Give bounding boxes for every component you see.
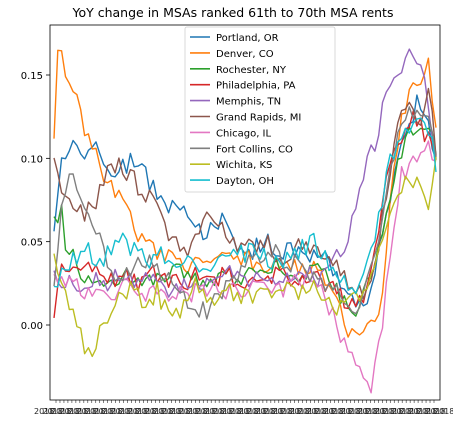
x-tick-label: 2018: [204, 407, 224, 416]
x-tick-label: 2018: [417, 407, 437, 416]
y-tick-label: 0.05: [21, 238, 43, 249]
x-tick-label: 2018: [340, 407, 360, 416]
x-tick-label: 2018: [111, 407, 131, 416]
x-tick-label: 2018: [128, 407, 148, 416]
x-tick-label: 2018: [289, 407, 309, 416]
legend-label: Memphis, TN: [216, 97, 281, 108]
x-tick-label: 2018: [357, 407, 377, 416]
x-tick-label: 2018: [383, 407, 403, 416]
series-line-dayton-oh: [53, 117, 437, 295]
x-tick-label: 2018: [119, 407, 139, 416]
x-tick-label: 2018: [179, 407, 199, 416]
x-tick-label: 2018: [230, 407, 250, 416]
series-line-chicago-il: [53, 140, 437, 394]
x-tick-label: 2018: [162, 407, 182, 416]
x-tick-label: 2018: [298, 407, 318, 416]
x-axis: 2018201820182018201820182018201820182018…: [34, 400, 453, 416]
legend-label: Denver, CO: [216, 49, 274, 60]
series-line-grand-rapids-mi: [53, 87, 437, 300]
chart-title: YoY change in MSAs ranked 61th to 70th M…: [72, 5, 394, 20]
x-tick-label: 2018: [434, 407, 453, 416]
x-tick-label: 2018: [272, 407, 292, 416]
x-tick-label: 2018: [51, 407, 71, 416]
legend-label: Chicago, IL: [216, 128, 271, 139]
x-tick-label: 2018: [374, 407, 394, 416]
x-tick-label: 2018: [425, 407, 445, 416]
legend-label: Dayton, OH: [216, 176, 274, 187]
series-line-fort-collins-co: [53, 106, 437, 320]
y-tick-label: 0.00: [21, 321, 43, 332]
x-tick-label: 2018: [323, 407, 343, 416]
x-tick-label: 2018: [145, 407, 165, 416]
series-line-memphis-tn: [53, 48, 437, 298]
series-lines: [53, 48, 437, 394]
x-tick-label: 2018: [264, 407, 284, 416]
x-tick-label: 2018: [213, 407, 233, 416]
x-tick-label: 2018: [408, 407, 428, 416]
x-tick-label: 2018: [315, 407, 335, 416]
y-tick-label: 0.10: [21, 154, 43, 165]
x-tick-label: 2018: [281, 407, 301, 416]
x-tick-label: 2018: [400, 407, 420, 416]
legend-label: Portland, OR: [216, 33, 279, 44]
x-tick-label: 2018: [221, 407, 241, 416]
plot-frame: [49, 24, 441, 401]
x-tick-label: 2018: [136, 407, 156, 416]
x-tick-label: 2018: [366, 407, 386, 416]
x-tick-label: 2018: [187, 407, 207, 416]
legend-label: Fort Collins, CO: [216, 144, 293, 155]
x-tick-label: 2018: [255, 407, 275, 416]
x-tick-label: 2018: [60, 407, 80, 416]
x-tick-label: 2018: [238, 407, 258, 416]
x-tick-label: 2018: [170, 407, 190, 416]
x-tick-label: 2018: [391, 407, 411, 416]
x-tick-label: 2018: [77, 407, 97, 416]
y-axis: 0.00 0.05 0.10 0.15: [21, 71, 50, 332]
legend-box: [184, 26, 336, 193]
x-tick-label: 2018: [196, 407, 216, 416]
x-tick-label: 2018: [94, 407, 114, 416]
legend-label: Philadelphia, PA: [216, 81, 296, 92]
x-tick-label: 2018: [153, 407, 173, 416]
legend-label: Rochester, NY: [216, 65, 287, 76]
x-tick-label: 2018: [332, 407, 352, 416]
series-line-wichita-ks: [53, 156, 437, 358]
x-tick-label: 2018: [306, 407, 326, 416]
legend-label: Wichita, KS: [216, 160, 272, 171]
series-line-denver-co: [53, 49, 437, 338]
x-tick-label: 2018: [102, 407, 122, 416]
x-tick-label: 2018: [85, 407, 105, 416]
y-tick-label: 0.15: [21, 71, 43, 82]
x-tick-label: 2018: [34, 407, 54, 416]
legend: Portland, OR Denver, CO Rochester, NY Phila…: [184, 26, 336, 193]
x-tick-label: 2018: [349, 407, 369, 416]
legend-label: Grand Rapids, MI: [216, 113, 301, 124]
x-tick-label: 2018: [68, 407, 88, 416]
x-tick-label: 2018: [43, 407, 63, 416]
x-tick-label: 2018: [247, 407, 267, 416]
